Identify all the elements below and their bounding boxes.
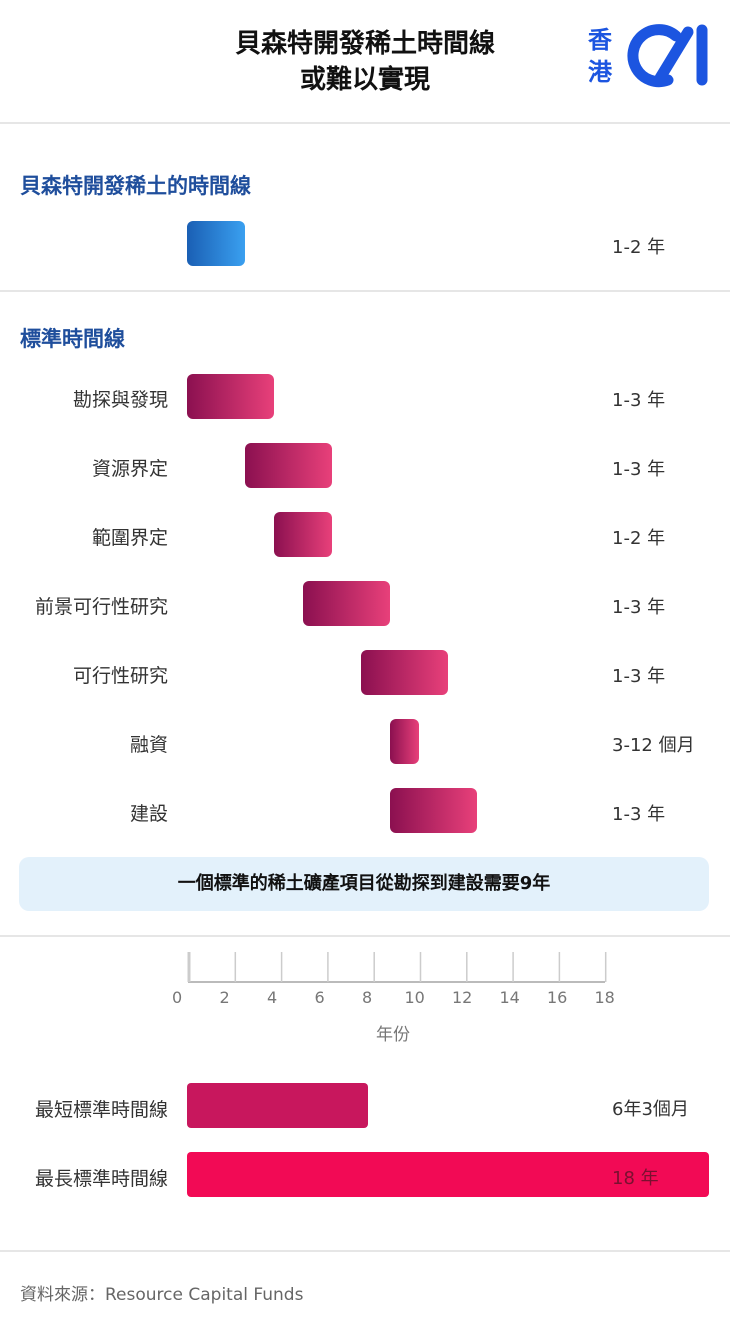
x-tick-label: 2 [219, 988, 230, 1007]
duration-label: 1-2 年 [612, 237, 666, 258]
duration-label: 1-2 年 [612, 528, 666, 549]
note-banner: 一個標準的稀土礦產項目從勘探到建設需要9年 [19, 857, 709, 911]
x-tick-label: 12 [452, 988, 473, 1007]
divider [0, 122, 730, 124]
stage-bar [303, 581, 390, 626]
stage-bar [187, 374, 274, 419]
category-label: 最長標準時間線 [34, 1168, 168, 1190]
timeline-bar [187, 1152, 709, 1197]
value-label: 18 年 [612, 1168, 659, 1189]
duration-label: 3-12 個月 [612, 735, 695, 756]
stage-bar [361, 650, 448, 695]
section-title-standard: 標準時間線 [20, 327, 125, 351]
title-line-1: 貝森特開發稀土時間線 [234, 29, 495, 59]
hk01-logo: 香 港 [588, 22, 713, 88]
duration-label: 1-3 年 [612, 597, 666, 618]
duration-label: 1-3 年 [612, 390, 666, 411]
stage-bar [274, 512, 332, 557]
svg-text:港: 港 [588, 58, 613, 86]
divider [0, 935, 730, 937]
source-note: 資料來源：Resource Capital Funds [20, 1285, 304, 1305]
duration-label: 1-3 年 [612, 666, 666, 687]
stage-bar [390, 719, 419, 764]
stage-label: 前景可行性研究 [34, 596, 168, 618]
svg-text:香: 香 [588, 26, 613, 54]
duration-label: 1-3 年 [612, 804, 666, 825]
x-tick-label: 6 [314, 988, 325, 1007]
value-label: 6年3個月 [612, 1099, 689, 1120]
x-tick-label: 18 [594, 988, 615, 1007]
x-axis-label: 年份 [376, 1025, 410, 1045]
duration-label: 1-3 年 [612, 459, 666, 480]
divider [0, 290, 730, 292]
x-tick-label: 0 [172, 988, 183, 1007]
x-tick-label: 4 [267, 988, 278, 1007]
timeline-bar [187, 1083, 369, 1128]
stage-label: 資源界定 [91, 458, 168, 480]
x-tick-label: 10 [404, 988, 425, 1007]
section-title-bessent: 貝森特開發稀土的時間線 [20, 174, 251, 198]
page-title: 貝森特開發稀土時間線 或難以實現 [150, 26, 580, 98]
stage-bar [390, 788, 477, 833]
stage-label: 融資 [129, 734, 168, 756]
x-axis [187, 952, 607, 983]
divider [0, 1250, 730, 1252]
bessent-timeline-bar [187, 221, 245, 266]
title-line-2: 或難以實現 [299, 65, 430, 95]
stage-label: 勘探與發現 [72, 389, 168, 411]
x-tick-label: 8 [362, 988, 373, 1007]
stage-label: 建設 [129, 803, 168, 825]
stage-label: 範圍界定 [91, 527, 168, 549]
x-tick-label: 16 [547, 988, 568, 1007]
x-tick-label: 14 [499, 988, 520, 1007]
category-label: 最短標準時間線 [34, 1099, 168, 1121]
stage-bar [245, 443, 332, 488]
stage-label: 可行性研究 [72, 665, 168, 687]
